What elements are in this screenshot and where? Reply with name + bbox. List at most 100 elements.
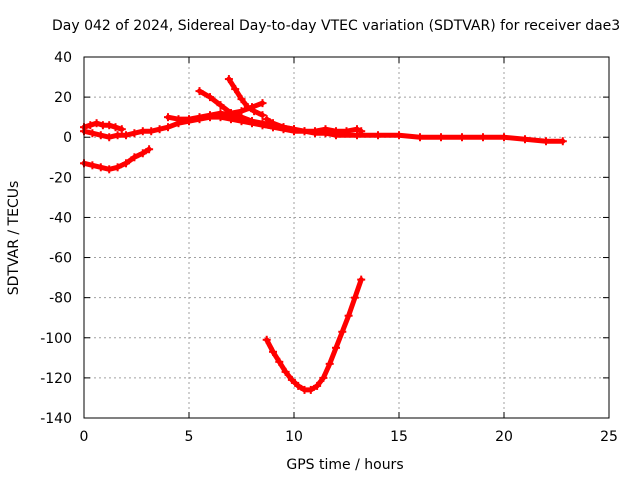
series-track-f — [224, 75, 267, 120]
series-track-i — [262, 275, 366, 394]
x-tick-label: 10 — [285, 429, 303, 445]
series-track-h — [262, 115, 366, 136]
data-point — [258, 111, 267, 120]
data-point — [155, 125, 164, 134]
data-point — [262, 115, 271, 124]
data-point — [195, 87, 204, 96]
data-point — [147, 127, 156, 136]
data-point — [313, 381, 322, 390]
grid — [84, 57, 609, 418]
data-point — [96, 163, 105, 172]
series-line — [81, 146, 152, 172]
data-point — [325, 359, 334, 368]
data-point — [86, 121, 95, 130]
series-layer — [80, 75, 567, 394]
data-point — [164, 123, 172, 132]
data-point — [96, 131, 105, 140]
data-point — [105, 165, 114, 174]
data-point — [262, 335, 271, 344]
data-point — [216, 101, 225, 110]
data-point — [237, 95, 246, 104]
data-point — [437, 133, 445, 142]
data-point — [275, 357, 284, 366]
x-tick-label: 0 — [80, 429, 89, 445]
data-point — [88, 161, 97, 170]
data-point — [206, 93, 214, 102]
data-point — [332, 343, 340, 352]
data-point — [227, 109, 235, 118]
y-tick-label: -40 — [49, 210, 72, 226]
x-tick-label: 25 — [600, 429, 618, 445]
data-point — [145, 145, 154, 154]
y-tick-label: 20 — [54, 90, 72, 106]
data-point — [105, 121, 114, 130]
data-point — [231, 85, 240, 94]
data-point — [248, 103, 256, 112]
data-point — [321, 125, 330, 134]
data-point — [122, 159, 130, 168]
data-point — [92, 119, 101, 128]
data-point — [521, 135, 529, 144]
plot-frame — [83, 56, 610, 419]
series-track-g — [227, 99, 267, 118]
data-point — [138, 127, 147, 136]
y-tick-label: -20 — [49, 170, 72, 186]
data-point — [258, 119, 267, 128]
data-point — [558, 137, 567, 146]
data-point — [195, 113, 204, 122]
data-point — [458, 133, 466, 142]
data-point — [357, 127, 366, 136]
y-tick-label: -80 — [49, 291, 72, 307]
y-axis-label: SDTVAR / TECUs — [6, 180, 22, 296]
data-point — [294, 381, 303, 390]
y-tick-label: -120 — [40, 371, 72, 387]
x-tick-label: 20 — [495, 429, 513, 445]
data-point — [374, 131, 382, 140]
data-point — [279, 123, 288, 132]
data-point — [287, 375, 296, 384]
data-point — [130, 153, 139, 162]
y-tick-label: -100 — [40, 331, 72, 347]
data-point — [248, 117, 256, 126]
data-point — [332, 127, 340, 136]
data-point — [164, 113, 172, 122]
data-point — [174, 115, 183, 124]
data-point — [122, 131, 130, 140]
data-point — [342, 127, 351, 136]
data-point — [306, 385, 315, 394]
data-point — [138, 149, 147, 158]
data-point — [311, 127, 319, 136]
y-tick-label: 40 — [54, 50, 72, 66]
data-point — [111, 123, 120, 132]
y-tick-label: -60 — [49, 251, 72, 267]
chart-title: Day 042 of 2024, Sidereal Day-to-day VTE… — [52, 18, 621, 34]
data-point — [117, 125, 126, 134]
data-point — [319, 373, 328, 382]
data-point — [281, 367, 290, 376]
data-point — [500, 133, 508, 142]
series-line — [228, 100, 265, 116]
series-line — [264, 277, 364, 393]
data-point — [130, 129, 139, 138]
x-tick-label: 15 — [390, 429, 408, 445]
data-point — [105, 133, 114, 142]
x-tick-label: 5 — [185, 429, 194, 445]
data-point — [113, 163, 122, 172]
data-point — [416, 133, 424, 142]
data-point — [206, 111, 214, 120]
data-point — [353, 125, 361, 134]
data-point — [269, 119, 277, 128]
x-axis-label: GPS time / hours — [286, 457, 404, 473]
series-track-a — [80, 119, 126, 134]
data-point — [300, 127, 309, 136]
series-track-d — [80, 145, 154, 174]
data-point — [185, 115, 193, 124]
data-point — [224, 75, 233, 84]
data-point — [290, 125, 298, 134]
data-point — [350, 293, 359, 302]
data-point — [395, 131, 403, 140]
axis-ticks: 0 5 10 15 20 25 -140 -120 -100 -80 -60 -40 -20 0 20 40 — [40, 50, 618, 445]
data-point — [338, 327, 347, 336]
data-point — [258, 99, 267, 108]
